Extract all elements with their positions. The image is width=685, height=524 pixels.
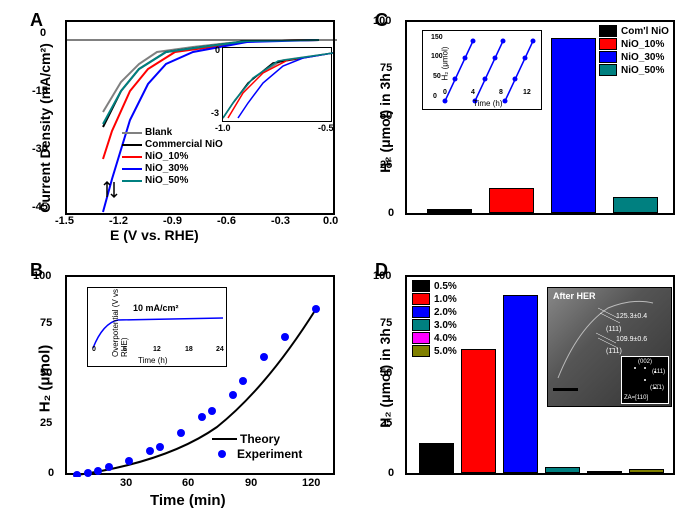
inset-b-label: 10 mA/cm²: [133, 303, 179, 313]
inset-b-xlabel: Time (h): [138, 356, 167, 365]
legend-d-4: 4.0%: [434, 333, 457, 344]
bar-d-4: [587, 471, 622, 473]
panel-b: B H₂ (μmol) Time (min) Theory Experiment…: [10, 260, 340, 515]
panel-d-plot: 0.5% 1.0% 2.0% 3.0% 4.0% 5.0% After HER …: [405, 275, 675, 475]
panel-b-legend: Theory Experiment: [212, 432, 302, 462]
legend-c-0: Com'l NiO: [621, 26, 669, 37]
inset-b-ylabel: Overpotential (V vs RHE): [111, 277, 129, 357]
bar-d-2: [503, 295, 538, 473]
panel-d: D H₂ (μmol) in 3h 0.5% 1.0% 2.0% 3.0% 4.…: [350, 260, 680, 515]
panel-b-inset: 10 mA/cm² Overpotential (V vs RHE) Time …: [87, 287, 227, 367]
legend-d-1: 1.0%: [434, 294, 457, 305]
bar-c-0: [427, 209, 472, 213]
panel-c: C H₂ (μmol) in 3h Com'l NiO NiO_10% NiO_…: [350, 5, 680, 245]
legend-comm: Commercial NiO: [145, 139, 223, 150]
inset-c-xlabel: Time (h): [473, 99, 502, 108]
panel-c-plot: Com'l NiO NiO_10% NiO_30% NiO_50% H₂ (μm…: [405, 20, 675, 215]
legend-theory: Theory: [240, 432, 280, 446]
bar-d-0: [419, 443, 454, 473]
panel-a-legend: Blank Commercial NiO NiO_10% NiO_30% NiO…: [122, 127, 223, 187]
panel-a-xlabel: E (V vs. RHE): [110, 227, 199, 243]
legend-c-2: NiO_30%: [621, 52, 664, 63]
legend-d-0: 0.5%: [434, 281, 457, 292]
panel-b-plot: Theory Experiment 10 mA/cm² Overpotentia…: [65, 275, 335, 475]
legend-blank: Blank: [145, 127, 172, 138]
legend-d-3: 3.0%: [434, 320, 457, 331]
panel-d-legend: 0.5% 1.0% 2.0% 3.0% 4.0% 5.0%: [412, 280, 457, 358]
panel-a: A Current Density (mA/cm²) E (V vs. RHE)…: [10, 5, 340, 245]
panel-d-inset: After HER 125.3±0.4 109.9±0.6 (111) (1̄1…: [547, 287, 672, 407]
legend-30: NiO_30%: [145, 163, 188, 174]
panel-a-ylabel: Current Density (mA/cm²): [37, 38, 53, 218]
panel-c-inset: H₂ (μmol) Time (h) 0 50 100 150 0 4 8 12: [422, 30, 542, 110]
legend-d-2: 2.0%: [434, 307, 457, 318]
bar-d-5: [629, 469, 664, 473]
bar-d-3: [545, 467, 580, 473]
legend-d-5: 5.0%: [434, 346, 457, 357]
legend-50: NiO_50%: [145, 175, 188, 186]
legend-c-1: NiO_10%: [621, 39, 664, 50]
bar-c-1: [489, 188, 534, 213]
bar-d-1: [461, 349, 496, 473]
legend-10: NiO_10%: [145, 151, 188, 162]
panel-a-plot: Blank Commercial NiO NiO_10% NiO_30% NiO…: [65, 20, 335, 215]
panel-b-xlabel: Time (min): [150, 492, 226, 509]
legend-c-3: NiO_50%: [621, 65, 664, 76]
bar-c-2: [551, 38, 596, 213]
panel-a-inset: -3 0 -1.0 -0.5: [222, 47, 332, 122]
bar-c-3: [613, 197, 658, 213]
panel-c-legend: Com'l NiO NiO_10% NiO_30% NiO_50%: [599, 25, 669, 77]
legend-exp: Experiment: [237, 447, 302, 461]
